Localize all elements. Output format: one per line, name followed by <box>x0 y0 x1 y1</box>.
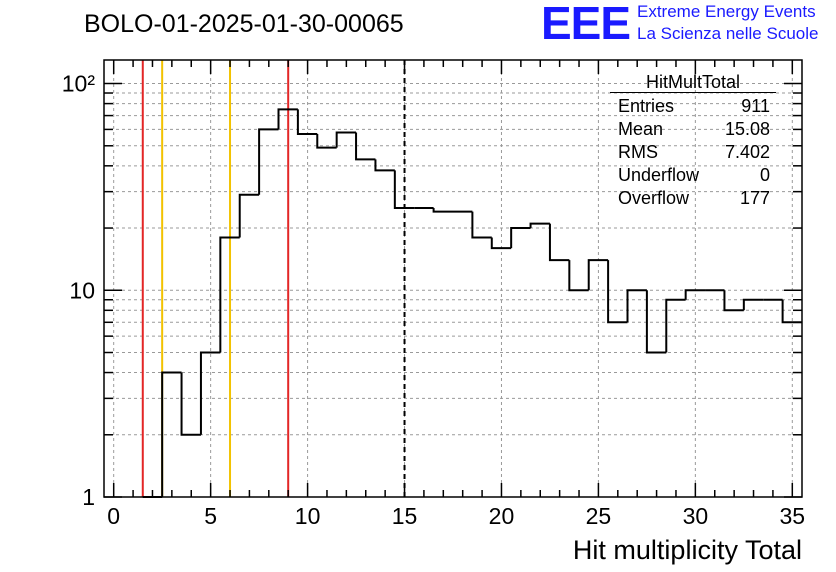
x-tick-label: 0 <box>107 503 120 529</box>
x-tick-label: 35 <box>780 503 806 529</box>
histogram-bin <box>587 259 609 291</box>
histogram-bin <box>471 211 492 239</box>
stats-value: 911 <box>741 96 770 116</box>
histogram-bin <box>277 108 298 130</box>
marker-lines <box>141 60 406 497</box>
stats-value: 7.402 <box>724 142 770 162</box>
histogram-bin <box>742 298 764 311</box>
histogram-bin <box>548 223 570 262</box>
histogram-bin <box>374 159 395 172</box>
stats-row: Mean 15.08 <box>610 118 776 141</box>
histogram-bin <box>723 290 744 312</box>
run-title: BOLO-01-2025-01-30-00065 <box>84 10 404 38</box>
x-tick-label: 15 <box>392 503 418 529</box>
stats-title: HitMultTotal <box>610 72 776 93</box>
histogram-bin <box>316 134 337 149</box>
logo-line-1: Extreme Energy Events <box>637 2 816 21</box>
histogram-bin <box>665 298 686 353</box>
stats-row: Underflow 0 <box>610 164 776 187</box>
stats-value: 15.08 <box>724 119 770 139</box>
histogram-bin <box>393 170 415 210</box>
histogram-bin <box>238 193 260 238</box>
histogram-bin <box>568 260 589 292</box>
logo-line-2: La Scienza nelle Scuole <box>637 24 819 43</box>
axes-frame <box>103 59 803 498</box>
stats-label: Overflow <box>618 188 690 208</box>
stats-box: HitMultTotal Entries 911 Mean 15.08 RMS … <box>610 72 776 210</box>
histogram-bin <box>335 131 357 148</box>
histogram-bin <box>296 109 318 136</box>
histogram-bin <box>607 260 628 324</box>
axis-ticks <box>104 60 802 498</box>
stats-label: Underflow <box>618 165 700 185</box>
tick-labels: 0 5 10 15 20 25 30 35 1 10 10² <box>62 71 805 529</box>
histogram-bin <box>529 222 550 229</box>
x-tick-label: 5 <box>204 503 217 529</box>
x-axis-label: Hit multiplicity Total <box>573 535 802 565</box>
stats-value: 0 <box>759 165 770 185</box>
y-tick-label: 10² <box>62 71 96 97</box>
histogram-series <box>142 108 802 498</box>
histogram-bin <box>161 371 182 497</box>
eee-logo: EEE <box>541 0 631 49</box>
histogram-bin <box>626 289 647 323</box>
stats-row: RMS 7.402 <box>610 141 776 164</box>
histogram-bin <box>355 132 376 161</box>
histogram-bin <box>510 227 531 249</box>
histogram-bin <box>199 351 221 435</box>
stats-row: Overflow 177 <box>610 187 776 210</box>
histogram-bin <box>490 237 512 250</box>
x-tick-label: 30 <box>683 503 709 529</box>
histogram-bin <box>258 128 279 195</box>
x-tick-label: 10 <box>295 503 321 529</box>
y-tick-label: 1 <box>82 484 95 510</box>
plot-frame <box>103 59 803 498</box>
stats-label: RMS <box>618 142 658 162</box>
histogram-bin <box>684 289 706 300</box>
y-tick-label: 10 <box>69 277 95 303</box>
histogram-bin <box>645 290 667 354</box>
x-tick-label: 25 <box>586 503 612 529</box>
stats-value: 177 <box>739 188 770 208</box>
x-tick-label: 20 <box>489 503 515 529</box>
histogram-bin <box>432 208 453 213</box>
stats-label: Mean <box>618 119 664 139</box>
histogram-bin <box>180 372 201 436</box>
histogram-bin <box>219 236 240 353</box>
stats-row: Entries 911 <box>610 95 776 118</box>
stats-label: Entries <box>618 96 675 116</box>
